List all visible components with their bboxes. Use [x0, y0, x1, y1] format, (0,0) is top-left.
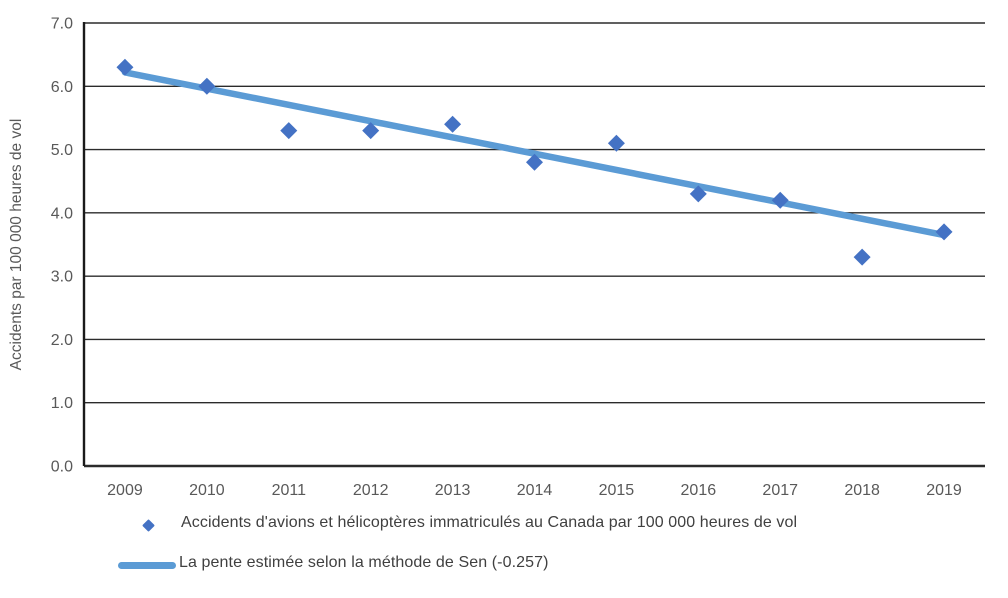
data-point-2011: [280, 122, 298, 140]
data-point-2014: [526, 153, 543, 171]
legend-label-accidents: Accidents d'avions et hélicoptères immat…: [181, 514, 798, 531]
y-tick-label: 2.0: [51, 332, 73, 349]
x-axis-label: 2011: [272, 482, 307, 499]
data-point-2018: [853, 248, 871, 266]
trend-line-icon: [118, 562, 176, 569]
data-point-2013: [444, 115, 462, 133]
y-tick-label: 0.0: [51, 459, 73, 476]
x-axis-label: 2018: [844, 482, 880, 499]
data-point-2017: [771, 191, 789, 209]
data-point-2009: [116, 58, 134, 76]
x-axis-label: 2016: [681, 482, 717, 499]
x-axis-label: 2013: [435, 482, 471, 499]
data-point-2015: [607, 134, 625, 152]
data-point-2016: [689, 185, 707, 203]
y-axis-title: Accidents par 100 000 heures de vol: [8, 119, 25, 371]
y-tick-label: 1.0: [51, 395, 73, 412]
x-axis-label: 2010: [189, 482, 225, 499]
y-tick-label: 6.0: [51, 79, 73, 96]
trend-line: [121, 69, 948, 239]
data-point-2010: [198, 77, 216, 95]
y-tick-label: 7.0: [51, 16, 73, 33]
x-axis-label: 2017: [762, 482, 798, 499]
legend-label-sen-slope: La pente estimée selon la méthode de Sen…: [179, 554, 549, 571]
y-tick-label: 4.0: [51, 205, 73, 222]
x-axis-label: 2015: [599, 482, 635, 499]
diamond-marker-icon: [142, 519, 155, 532]
y-tick-label: 3.0: [51, 269, 73, 286]
data-point-2012: [362, 122, 380, 140]
data-point-2019: [935, 223, 953, 241]
x-axis-label: 2009: [107, 482, 143, 499]
y-tick-label: 5.0: [51, 142, 73, 159]
x-axis-label: 2012: [353, 482, 389, 499]
plot-svg: 0.0 1.0 2.0 3.0 4.0 5.0 6.0 7.0 2009 2010 2011 2012…: [8, 16, 985, 499]
x-axis-label: 2019: [926, 482, 962, 499]
x-axis-label: 2014: [517, 482, 553, 499]
